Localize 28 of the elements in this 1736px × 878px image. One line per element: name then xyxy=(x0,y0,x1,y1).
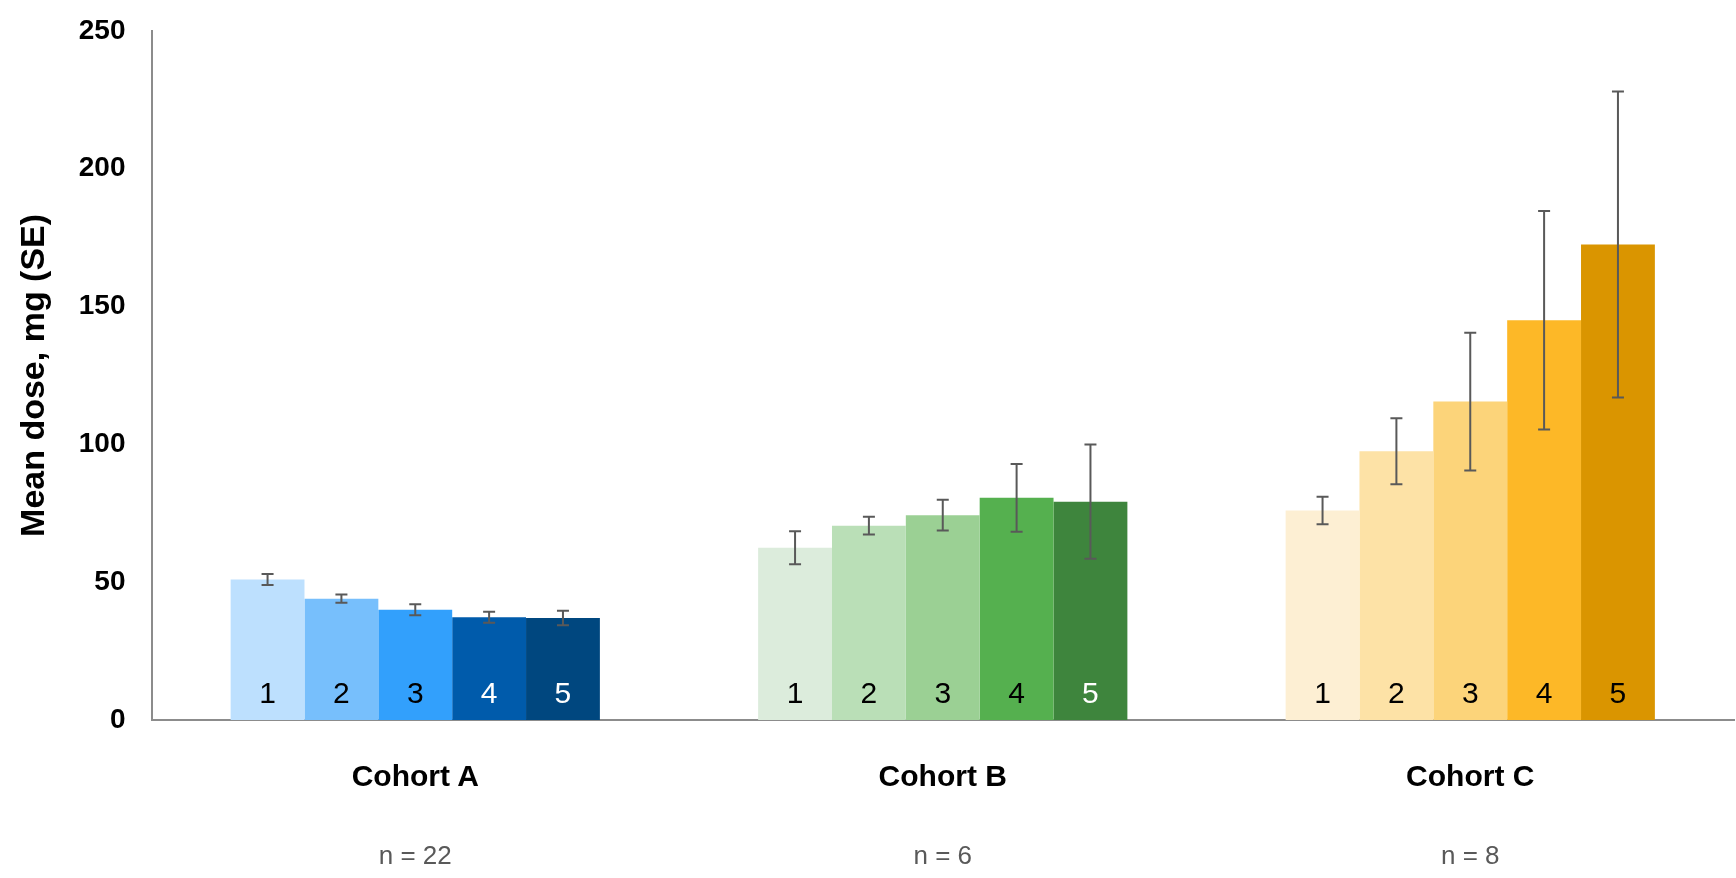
y-tick-label: 250 xyxy=(78,13,126,45)
text: 1 xyxy=(1314,676,1331,709)
series-label: 4 xyxy=(480,676,498,709)
text: n = 8 xyxy=(1440,840,1500,871)
x-tick-label: Cohort C xyxy=(1406,759,1535,793)
text: 2 xyxy=(1388,676,1405,709)
y-tick-label: 50 xyxy=(94,564,126,596)
text: 5 xyxy=(1609,676,1627,709)
text: 2 xyxy=(860,676,878,709)
series-label: 2 xyxy=(333,676,350,709)
text: 3 xyxy=(1461,676,1479,709)
x-tick-label: Cohort A xyxy=(351,759,479,793)
text: 4 xyxy=(1008,676,1025,709)
text: 4 xyxy=(1535,676,1553,709)
text: n = 6 xyxy=(913,840,973,871)
y-tick-label: 100 xyxy=(78,427,126,459)
y-tick-label: 150 xyxy=(78,289,126,321)
y-axis-title: Mean dose, mg (SE) xyxy=(12,213,51,537)
y-tick-label: 200 xyxy=(78,151,126,183)
text: 3 xyxy=(934,676,952,709)
text: n = 22 xyxy=(378,840,452,871)
text: 5 xyxy=(1082,676,1099,709)
x-tick-label: Cohort B xyxy=(878,759,1007,793)
text: 1 xyxy=(786,676,804,709)
series-label: 5 xyxy=(554,676,572,709)
y-tick-label: 0 xyxy=(109,702,126,734)
series-label: 3 xyxy=(406,676,424,709)
series-label: 1 xyxy=(259,676,276,709)
